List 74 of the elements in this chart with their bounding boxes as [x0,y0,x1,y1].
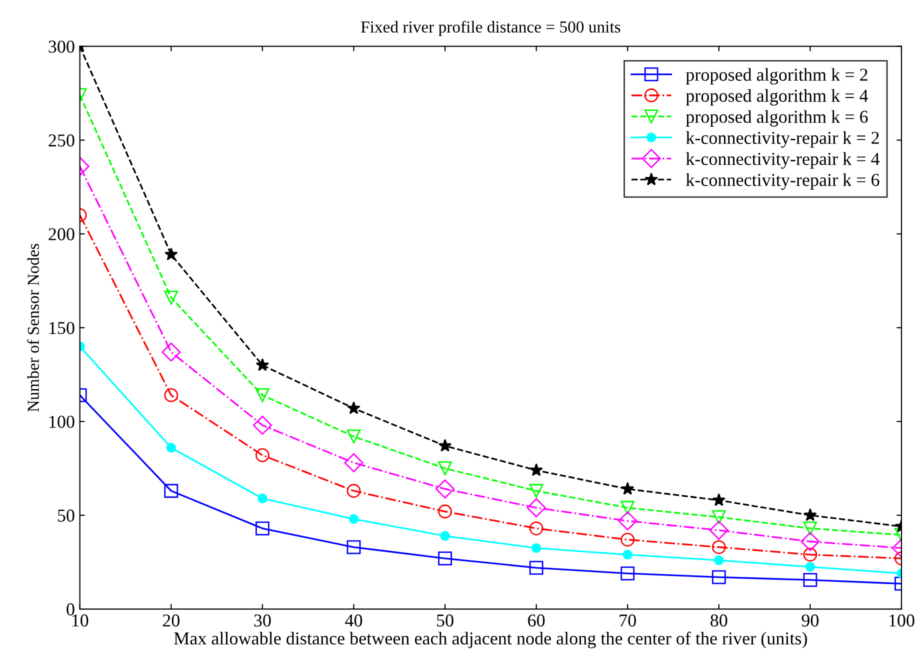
x-tick-label: 60 [528,614,545,627]
x-tick-label: 40 [345,614,362,627]
x-tick-label: 90 [802,614,819,627]
point [256,388,270,402]
point [346,484,361,498]
y-tick-label: 0 [66,603,74,616]
point [166,442,176,453]
point [800,532,820,552]
point [803,573,818,587]
x-axis-title: Max allowable distance between each adjacent node along the center of the river (units) [174,632,807,648]
point [348,514,359,524]
y-tick-label: 200 [48,228,74,240]
point [620,532,635,547]
point [803,548,818,562]
x-tick-label: 100 [890,614,914,627]
point [164,484,178,498]
point [256,448,270,462]
x-tick-label: 70 [620,614,636,627]
point [440,531,450,541]
x-tick-label: 30 [254,614,271,627]
point [438,551,452,566]
point [164,388,178,402]
chart-title: Fixed river profile distance = 500 units [361,20,620,36]
point [805,562,816,572]
point [714,555,724,566]
y-axis-title: Number of Sensor Nodes [27,244,39,412]
point [344,453,364,472]
point [529,560,544,575]
point [618,511,638,530]
point [712,540,726,554]
point [162,342,181,362]
point [526,498,546,518]
point [256,358,270,371]
legend-label: proposed algorithm k = 6 [686,110,868,127]
point [804,508,817,522]
point [709,520,728,540]
point [712,493,726,506]
point [346,540,361,554]
legend-label: k-connectivity-repair k = 6 [686,173,880,190]
y-tick-label: 50 [58,510,74,522]
point [435,479,455,499]
point [438,461,452,476]
legend-label: proposed algorithm k = 2 [686,68,868,85]
point [530,463,543,476]
legend-label: k-connectivity-repair k = 4 [686,152,880,169]
y-tick-label: 250 [48,134,74,147]
x-tick-label: 80 [710,614,728,627]
x-tick-label: 20 [162,614,180,627]
point [438,438,452,452]
x-tick-label: 50 [437,614,454,627]
legend-label: k-connectivity-repair k = 2 [686,131,879,148]
y-tick-label: 150 [50,322,74,334]
point [531,543,542,553]
point [712,510,726,524]
point [346,430,361,444]
x-tick-label: 10 [72,614,88,627]
point [164,290,178,305]
point [252,416,272,435]
point [164,248,178,260]
point [347,401,360,414]
point [620,482,634,495]
point [712,570,726,584]
y-tick-label: 300 [48,40,74,53]
point [620,500,635,515]
y-tick-label: 100 [50,416,74,428]
point [529,484,544,498]
point [258,494,268,504]
point [438,504,452,518]
legend-label: proposed algorithm k = 4 [686,89,868,106]
point [256,521,270,536]
point [620,566,635,580]
point [803,521,818,536]
point [529,521,544,536]
point [622,550,632,560]
